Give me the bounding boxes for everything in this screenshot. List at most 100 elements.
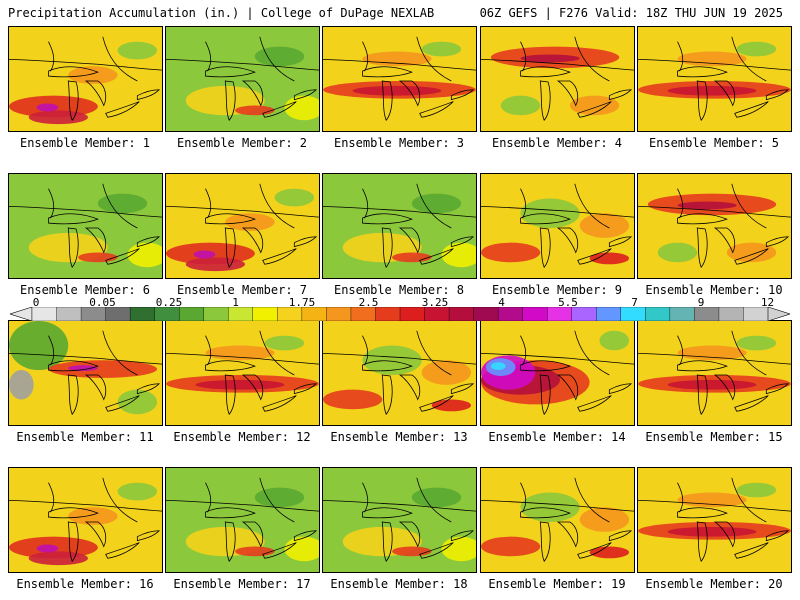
precip-field	[481, 468, 634, 572]
precip-field	[166, 321, 319, 425]
panel-label-8: Ensemble Member: 8	[333, 283, 465, 297]
map-title: Precipitation Accumulation (in.) | Colle…	[8, 6, 435, 20]
colorbar-swatch	[31, 307, 58, 321]
precip-field	[9, 27, 162, 131]
precip-field	[166, 174, 319, 278]
colorbar-swatch	[718, 307, 745, 321]
precip-field	[323, 174, 476, 278]
colorbar-tick-label: 0.25	[155, 296, 183, 309]
colorbar-tick-label: 0	[32, 296, 40, 309]
panel-label-13: Ensemble Member: 13	[330, 430, 468, 444]
ensemble-panel-9	[480, 173, 635, 279]
panel-label-2: Ensemble Member: 2	[176, 136, 308, 150]
colorbar-swatch	[203, 307, 229, 321]
colorbar-swatch	[473, 307, 499, 321]
ensemble-panel-7	[165, 173, 320, 279]
lakes-outline	[638, 36, 791, 121]
precip-field	[9, 468, 162, 572]
ensemble-panel-5	[637, 26, 792, 132]
colorbar-swatch	[178, 307, 205, 321]
precip-field	[481, 321, 634, 425]
colorbar-swatch	[350, 307, 377, 321]
ensemble-panel-8	[322, 173, 477, 279]
colorbar-tick-label: 12	[760, 296, 775, 309]
colorbar-swatch	[620, 307, 647, 321]
colorbar-tick-label: 1.75	[288, 296, 316, 309]
colorbar-swatch	[399, 307, 426, 321]
lakes-outline	[481, 183, 634, 268]
colorbar-swatch	[301, 307, 328, 321]
ensemble-panel-15	[637, 320, 792, 426]
lakes-outline	[481, 477, 634, 562]
lakes-outline	[481, 36, 634, 121]
precip-field	[323, 27, 476, 131]
panel-label-14: Ensemble Member: 14	[488, 430, 626, 444]
lakes-outline	[481, 330, 634, 415]
panel-label-19: Ensemble Member: 19	[488, 577, 626, 591]
colorbar-swatch	[228, 307, 254, 321]
precip-field	[323, 321, 476, 425]
ensemble-panel-3	[322, 26, 477, 132]
colorbar-swatch	[743, 307, 769, 321]
ensemble-panel-6	[8, 173, 163, 279]
panel-label-15: Ensemble Member: 15	[645, 430, 783, 444]
precip-field	[9, 174, 162, 278]
colorbar-swatch	[80, 307, 107, 321]
colorbar-swatch	[277, 307, 303, 321]
colorbar-swatch	[129, 307, 156, 321]
colorbar-swatch	[448, 307, 475, 321]
colorbar-swatch	[375, 307, 401, 321]
colorbar-swatch	[694, 307, 720, 321]
precip-field	[481, 27, 634, 131]
ensemble-panel-20	[637, 467, 792, 573]
ensemble-panel-14	[480, 320, 635, 426]
ensemble-panel-2	[165, 26, 320, 132]
precip-field	[166, 27, 319, 131]
lakes-outline	[638, 330, 791, 415]
lakes-outline	[638, 477, 791, 562]
precip-field	[481, 174, 634, 278]
precip-field	[166, 468, 319, 572]
panel-label-3: Ensemble Member: 3	[333, 136, 465, 150]
colorbar-swatch	[105, 307, 131, 321]
ensemble-panel-12	[165, 320, 320, 426]
colorbar-swatch	[154, 307, 180, 321]
panel-label-7: Ensemble Member: 7	[176, 283, 308, 297]
colorbar-tick-label: 2.5	[358, 296, 379, 309]
ensemble-panel-18	[322, 467, 477, 573]
run-valid-time: 06Z GEFS | F276 Valid: 18Z THU JUN 19 20…	[479, 6, 783, 20]
colorbar-swatch	[497, 307, 524, 321]
lakes-outline	[166, 183, 319, 268]
colorbar-swatch	[669, 307, 696, 321]
panel-label-4: Ensemble Member: 4	[491, 136, 623, 150]
colorbar-tick-label: 0.05	[89, 296, 116, 309]
colorbar-tick-label: 4	[498, 296, 505, 309]
panel-label-17: Ensemble Member: 17	[173, 577, 311, 591]
colorbar-swatch	[571, 307, 597, 321]
colorbar-swatch	[56, 307, 82, 321]
panel-label-10: Ensemble Member: 10	[645, 283, 783, 297]
panel-label-11: Ensemble Member: 11	[16, 430, 154, 444]
lakes-outline	[323, 330, 476, 415]
lakes-outline	[166, 477, 319, 562]
panel-label-20: Ensemble Member: 20	[645, 577, 783, 591]
colorbar-tick-label: 9	[697, 296, 705, 309]
panel-label-18: Ensemble Member: 18	[330, 577, 468, 591]
ensemble-panel-13	[322, 320, 477, 426]
colorbar-tick-label: 5.5	[558, 296, 578, 309]
ensemble-panel-16	[8, 467, 163, 573]
colorbar-swatch	[522, 307, 548, 321]
colorbar-swatch	[326, 307, 352, 321]
colorbar-swatch	[547, 307, 573, 321]
color-scale-bar	[10, 307, 790, 321]
ensemble-panel-19	[480, 467, 635, 573]
ensemble-panel-11	[8, 320, 163, 426]
lakes-outline	[9, 330, 162, 415]
ensemble-panel-4	[480, 26, 635, 132]
panel-label-12: Ensemble Member: 12	[173, 430, 311, 444]
lakes-outline	[323, 477, 476, 562]
panel-label-5: Ensemble Member: 5	[648, 136, 780, 150]
lakes-outline	[166, 330, 319, 415]
colorbar-swatch	[252, 307, 279, 321]
lakes-outline	[323, 36, 476, 121]
